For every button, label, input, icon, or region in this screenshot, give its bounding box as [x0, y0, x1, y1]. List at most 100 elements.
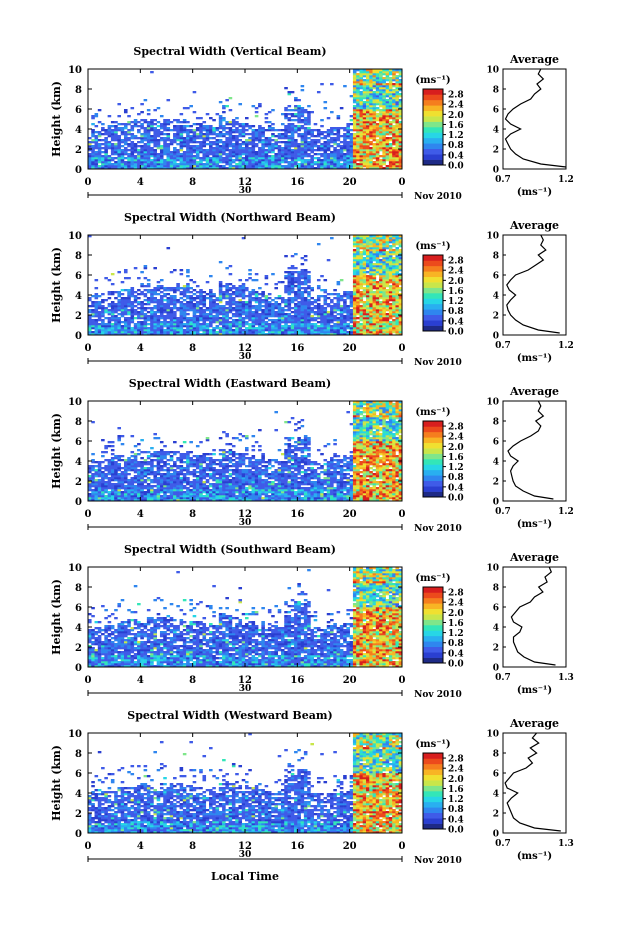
average-x-tick-label: 1.3: [558, 839, 574, 849]
x-tick-label: 16: [290, 675, 304, 686]
x-tick-label: 12: [238, 509, 252, 520]
colorbar-segment: [423, 480, 443, 487]
y-tick-label: 6: [75, 603, 82, 614]
average-title: Average: [509, 385, 559, 398]
colorbar-segment: [423, 137, 443, 144]
colorbar-frame: [422, 752, 444, 830]
y-tick-label: 6: [75, 105, 82, 116]
heatmap-cells: [88, 733, 403, 834]
average-x-tick-label: 0.7: [495, 839, 511, 849]
colorbar-tick-label: 0.4: [448, 649, 464, 659]
average-y-tick-label: 0: [493, 498, 499, 508]
average-x-tick-label: 0.7: [495, 507, 511, 517]
colorbar-segment: [423, 801, 443, 808]
colorbar-segment: [423, 597, 443, 604]
average-y-tick-label: 4: [493, 790, 499, 800]
panel-5: Spectral Width (Westward Beam) 0 2 4 6 8 10 Hei…: [50, 709, 574, 866]
average-profile-line: [504, 68, 567, 168]
average-y-tick-label: 4: [493, 126, 499, 136]
colorbar-unit: (ms⁻¹): [415, 407, 450, 418]
colorbar-tick-label: 2.4: [448, 433, 464, 443]
colorbar-segment: [423, 807, 443, 814]
y-tick-label: 0: [75, 331, 82, 342]
x-tick-label: 12: [238, 177, 252, 188]
panel-4: Spectral Width (Southward Beam) 0 2 4 6 8 10 He…: [50, 543, 574, 700]
heatmap-cells: [88, 235, 403, 336]
colorbar-segment: [423, 89, 443, 95]
x-tick-label: 8: [189, 841, 196, 852]
x-tick-label: 4: [137, 509, 144, 520]
colorbar-segment: [423, 608, 443, 615]
colorbar-segment: [423, 469, 443, 476]
x-tick-label: 16: [290, 509, 304, 520]
colorbar-tick-label: 0.8: [448, 805, 464, 815]
colorbar-segment: [423, 619, 443, 626]
colorbar-frame: [422, 420, 444, 498]
colorbar-segment: [423, 293, 443, 299]
x-tick-label: 8: [189, 675, 196, 686]
colorbar-segment: [423, 442, 443, 449]
average-y-tick-label: 8: [493, 584, 499, 594]
average-profile-line: [507, 400, 554, 500]
colorbar-segment: [423, 464, 443, 471]
colorbar-tick-label: 2.8: [448, 589, 464, 599]
average-y-tick-label: 6: [493, 272, 499, 282]
colorbar-tick-label: 0.8: [448, 639, 464, 649]
colorbar-segment: [423, 426, 443, 433]
x-tick-label: 16: [290, 343, 304, 354]
colorbar-segment: [423, 823, 443, 830]
average-y-tick-label: 10: [486, 232, 499, 242]
colorbar-segment: [423, 276, 443, 283]
colorbar-tick-label: 1.6: [448, 287, 464, 297]
date-label: Nov 2010: [414, 192, 462, 202]
x-tick-label: 8: [189, 177, 196, 188]
y-axis-label: Height (km): [50, 81, 63, 157]
average-x-tick-label: 0.7: [495, 175, 511, 185]
x-tick-label: 0: [399, 675, 406, 686]
colorbar-segment: [423, 271, 443, 278]
colorbar-tick-label: 1.2: [448, 795, 464, 805]
colorbar-segment: [423, 116, 443, 122]
average-x-label: (ms⁻¹): [517, 187, 552, 198]
average-y-tick-label: 8: [493, 252, 499, 262]
y-axis-label: Height (km): [50, 579, 63, 655]
colorbar-segment: [423, 325, 443, 332]
colorbar-segment: [423, 630, 443, 637]
average-x-tick-label: 1.3: [558, 673, 574, 683]
colorbar-segment: [423, 421, 443, 427]
average-y-tick-label: 10: [486, 730, 499, 740]
colorbar-tick-label: 0.0: [448, 162, 464, 172]
colorbar-segment: [423, 260, 443, 267]
average-frame: [502, 400, 567, 502]
colorbar-segment: [423, 148, 443, 155]
colorbar-segment: [423, 753, 443, 759]
colorbar-segment: [423, 635, 443, 642]
heatmap-cells: [88, 401, 403, 502]
x-tick-label: 8: [189, 509, 196, 520]
average-x-tick-label: 0.7: [495, 673, 511, 683]
x-tick-label: 0: [85, 177, 92, 188]
x-tick-label: 16: [290, 177, 304, 188]
panel-title: Spectral Width (Northward Beam): [124, 211, 336, 224]
average-title: Average: [509, 219, 559, 232]
colorbar-segment: [423, 459, 443, 465]
x-tick-label: 12: [238, 675, 252, 686]
x-tick-label: 4: [137, 177, 144, 188]
colorbar-tick-label: 2.8: [448, 91, 464, 101]
colorbar-tick-label: 2.0: [448, 277, 464, 287]
average-profile-line: [504, 732, 561, 832]
average-y-tick-label: 2: [493, 644, 499, 654]
y-tick-label: 0: [75, 829, 82, 840]
colorbar-segment: [423, 143, 443, 150]
average-y-tick-label: 6: [493, 106, 499, 116]
average-y-tick-label: 10: [486, 564, 499, 574]
colorbar-segment: [423, 287, 443, 294]
y-tick-label: 2: [75, 477, 82, 488]
x-tick-label: 12: [238, 841, 252, 852]
x-tick-label: 8: [189, 343, 196, 354]
y-tick-label: 10: [68, 65, 82, 76]
colorbar-segment: [423, 154, 443, 160]
colorbar-tick-label: 2.8: [448, 423, 464, 433]
y-tick-label: 2: [75, 145, 82, 156]
colorbar-frame: [422, 586, 444, 664]
